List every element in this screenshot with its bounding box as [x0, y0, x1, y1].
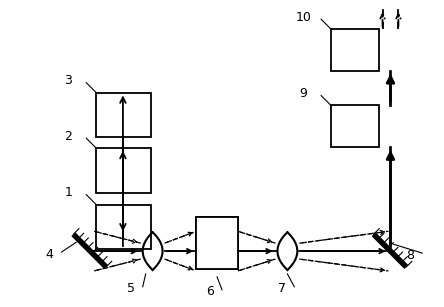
- Bar: [331, 105, 379, 147]
- Bar: [96, 204, 151, 249]
- Text: 2: 2: [64, 130, 72, 143]
- Text: 8: 8: [406, 249, 414, 262]
- Text: 3: 3: [64, 74, 72, 87]
- Text: 10: 10: [295, 11, 311, 24]
- Text: 1: 1: [64, 186, 72, 199]
- Bar: [96, 148, 151, 193]
- Text: 6: 6: [206, 285, 214, 298]
- Text: 5: 5: [127, 282, 135, 295]
- Bar: [96, 92, 151, 137]
- Text: 4: 4: [46, 247, 54, 261]
- Bar: [196, 217, 238, 269]
- Bar: [196, 217, 238, 269]
- Text: 9: 9: [299, 87, 307, 100]
- Text: 7: 7: [278, 282, 286, 295]
- Bar: [331, 29, 379, 71]
